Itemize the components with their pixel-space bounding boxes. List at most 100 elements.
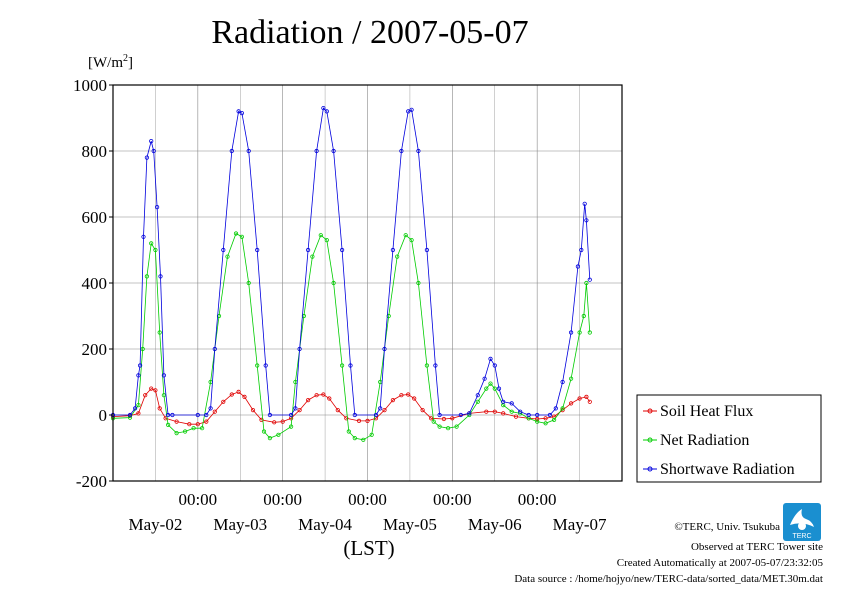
y-tick-label: 0	[99, 406, 108, 425]
series-point-1	[581, 313, 586, 319]
series-point-0	[221, 399, 226, 404]
series-point-2	[406, 109, 411, 114]
series-point-2	[488, 356, 493, 361]
y-tick-label: -200	[76, 472, 107, 491]
series-point-2	[297, 346, 302, 352]
series-point-2	[127, 412, 133, 418]
legend-label: Shortwave Radiation	[660, 461, 795, 478]
series-point-2	[138, 363, 143, 368]
series-point-2	[288, 412, 294, 418]
series-line-1	[112, 232, 591, 441]
series-point-2	[221, 247, 226, 253]
series-point-1	[535, 419, 540, 424]
footer-observed: Observed at TERC Tower site	[691, 541, 823, 553]
series-point-1	[352, 435, 357, 441]
terc-logo-text: TERC	[792, 533, 811, 540]
series-point-2	[482, 376, 487, 381]
series-point-1	[577, 330, 582, 335]
series-point-2	[293, 406, 298, 411]
terc-logo: TERC	[783, 503, 821, 541]
series-point-1	[255, 363, 260, 368]
series-point-0	[149, 386, 154, 391]
series-point-2	[433, 363, 438, 368]
unit-prefix: [W/m	[88, 55, 123, 71]
series-point-1	[431, 419, 436, 424]
series-point-0	[365, 418, 370, 423]
series-point-1	[437, 424, 442, 429]
legend-label: Net Radiation	[660, 432, 749, 449]
series-point-2	[409, 107, 414, 112]
series-point-2	[321, 106, 326, 111]
series-group	[110, 106, 592, 442]
series-point-1	[587, 330, 592, 335]
series-point-2	[416, 148, 421, 154]
series-point-0	[356, 418, 362, 423]
series-point-1	[324, 238, 329, 243]
series-point-1	[200, 426, 205, 431]
x-time-label: 00:00	[518, 490, 557, 509]
series-point-0	[280, 419, 285, 424]
x-date-label: May-06	[468, 515, 522, 534]
series-point-1	[492, 386, 497, 391]
legend-box	[636, 394, 822, 483]
series-point-0	[305, 397, 311, 403]
series-point-1	[403, 233, 408, 238]
x-date-label: May-07	[553, 515, 607, 534]
footer-copyright: ©TERC, Univ. Tsukuba	[674, 521, 780, 533]
series-point-2	[587, 277, 592, 282]
series-point-2	[158, 274, 163, 279]
series-point-2	[161, 373, 166, 378]
series-point-1	[475, 399, 480, 404]
series-point-0	[212, 409, 217, 414]
series-line-2	[113, 107, 591, 416]
series-point-2	[229, 148, 234, 154]
series-point-2	[149, 139, 154, 144]
series-point-1	[267, 435, 272, 441]
series-point-2	[339, 247, 345, 253]
series-point-1	[310, 254, 315, 259]
series-point-2	[170, 412, 175, 418]
unit-superscript: 2	[123, 53, 128, 64]
series-point-0	[484, 409, 489, 414]
series-point-0	[204, 419, 209, 424]
series-point-0	[420, 407, 425, 413]
series-point-0	[543, 416, 548, 421]
drop-icon	[798, 522, 806, 530]
series-point-1	[157, 330, 162, 335]
series-point-2	[195, 412, 200, 418]
series-point-0	[501, 411, 506, 416]
series-point-2	[582, 201, 587, 206]
series-point-0	[412, 396, 417, 401]
series-point-1	[488, 381, 493, 386]
series-point-0	[297, 407, 302, 413]
series-point-1	[331, 280, 336, 286]
series-line-0	[112, 388, 591, 425]
series-point-2	[267, 412, 272, 418]
series-point-2	[331, 148, 336, 154]
series-point-2	[204, 412, 209, 418]
x-time-label: 00:00	[433, 490, 472, 509]
series-point-1	[239, 234, 244, 239]
x-time-label: 00:00	[348, 490, 387, 509]
series-point-2	[212, 346, 217, 352]
series-point-1	[551, 417, 557, 422]
x-date-label: May-03	[213, 515, 267, 534]
series-point-2	[236, 109, 241, 114]
series-point-1	[584, 280, 589, 286]
y-axis-unit: [W/m2]	[88, 53, 133, 72]
series-point-1	[261, 429, 267, 434]
series-point-2	[141, 234, 146, 239]
series-point-2	[501, 399, 506, 404]
series-point-2	[518, 409, 523, 414]
series-point-1	[246, 280, 251, 286]
series-point-2	[535, 412, 540, 418]
series-point-1	[445, 426, 451, 431]
y-tick-label: 1000	[73, 76, 107, 95]
series-point-0	[390, 397, 395, 403]
series-point-2	[575, 264, 581, 269]
legend: Soil Heat Flux Net Radiation Shortwave Rad…	[636, 394, 822, 483]
series-point-1	[153, 247, 158, 253]
series-point-2	[458, 412, 463, 418]
series-point-0	[406, 392, 411, 397]
series-point-2	[136, 373, 141, 378]
